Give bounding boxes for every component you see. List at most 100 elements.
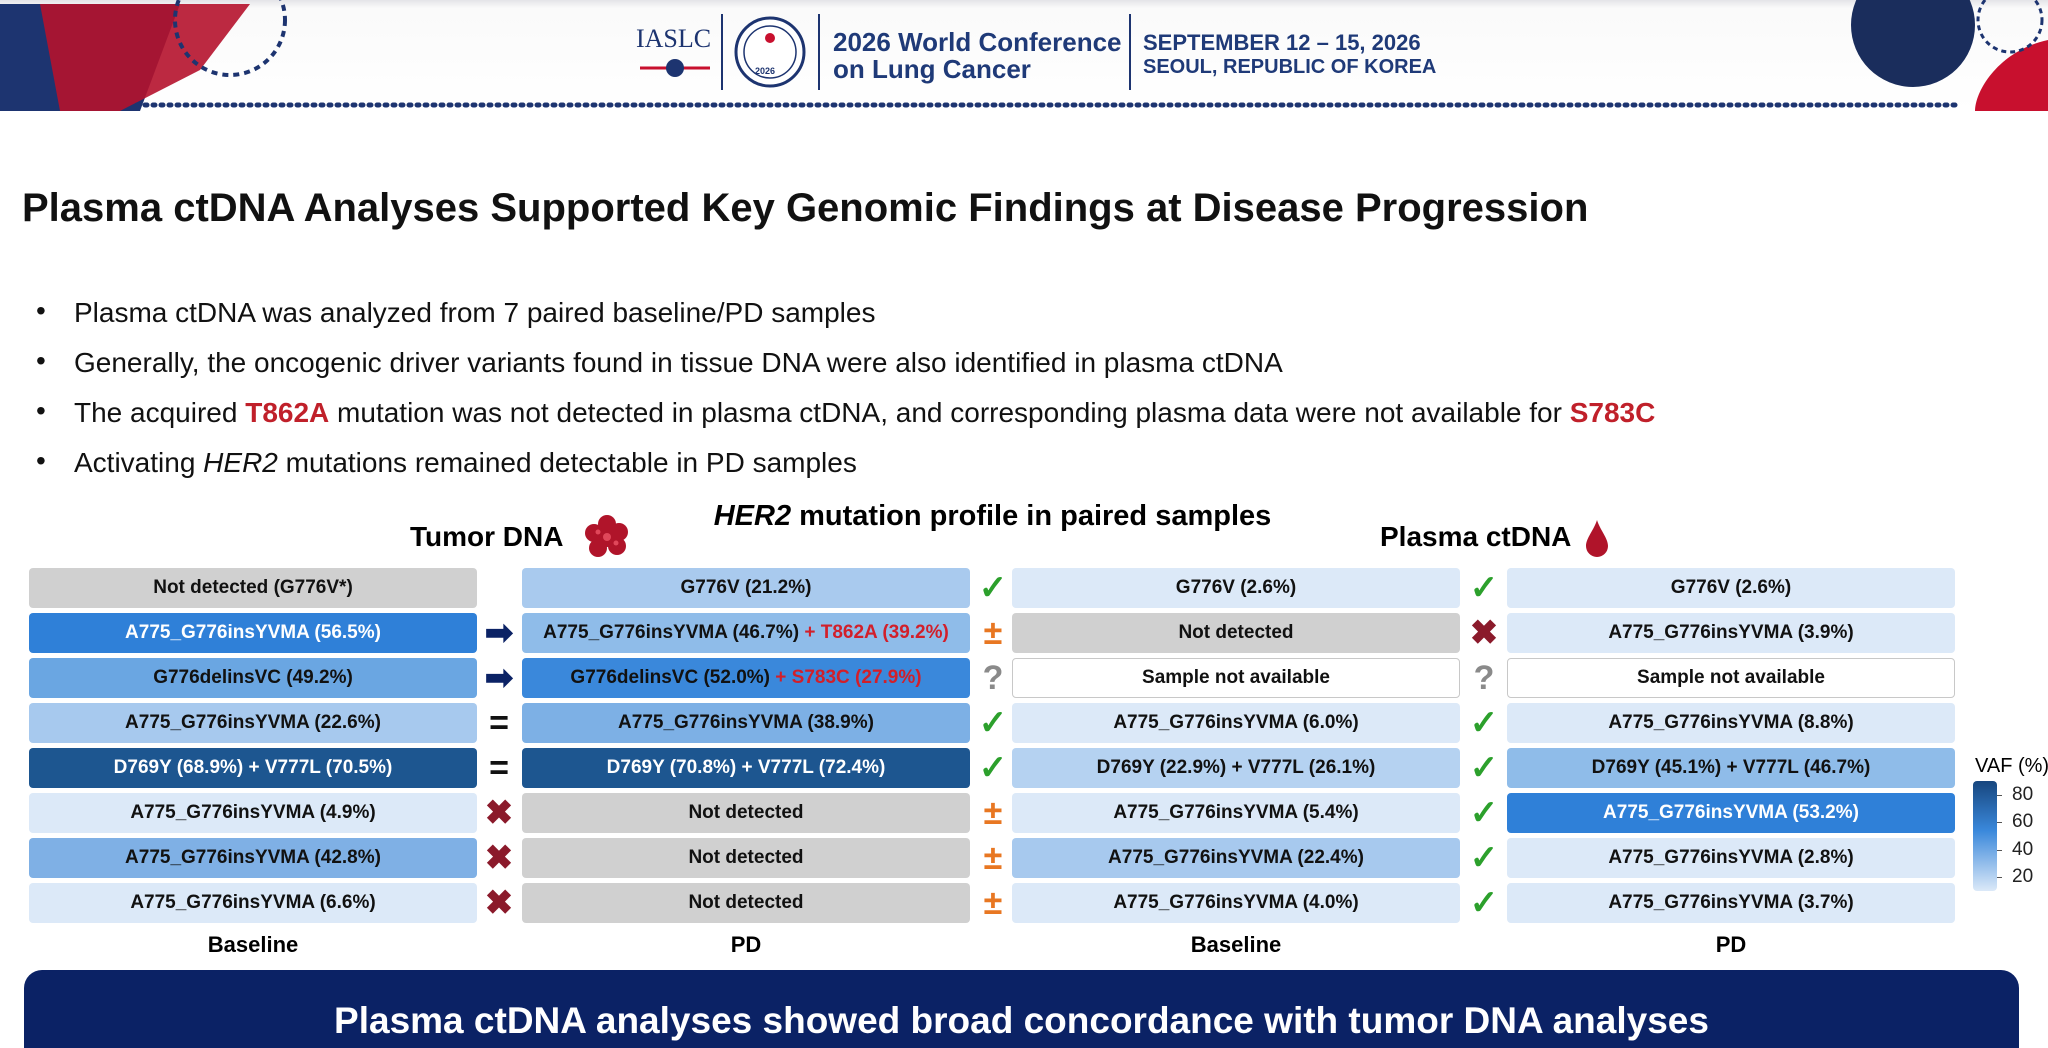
slide-title: Plasma ctDNA Analyses Supported Key Geno… bbox=[22, 186, 1589, 230]
concordance-symbol: ✓ bbox=[1469, 569, 1499, 607]
concordance-symbol: = bbox=[489, 748, 509, 787]
cell-text: D769Y (22.9%) + V777L (26.1%) bbox=[1096, 757, 1376, 778]
cell-text: A775_G776insYVMA (22.6%) bbox=[125, 712, 381, 733]
cell-text: G776delinsVC (52.0%) bbox=[570, 667, 771, 688]
table-cell: A775_G776insYVMA (46.7%) + T862A (39.2%) bbox=[522, 613, 970, 653]
table-cell: G776delinsVC (52.0%) + S783C (27.9%) bbox=[522, 658, 970, 698]
cell-text: D769Y (45.1%) + V777L (46.7%) bbox=[1591, 757, 1871, 778]
table-cell: A775_G776insYVMA (6.0%) bbox=[1012, 703, 1460, 743]
bullet-text: Plasma ctDNA was analyzed from 7 paired … bbox=[74, 297, 875, 329]
legend-tick-label: 60 bbox=[2012, 811, 2034, 833]
concordance-symbol: ✓ bbox=[1469, 749, 1499, 787]
text-run: HER2 bbox=[713, 500, 792, 532]
table-cell: D769Y (22.9%) + V777L (26.1%) bbox=[1012, 748, 1460, 788]
legend-tick-label: 80 bbox=[2012, 783, 2034, 805]
concordance-symbol: ± bbox=[983, 613, 1003, 652]
text-run: Activating bbox=[74, 447, 204, 478]
text-run: The acquired bbox=[74, 397, 246, 428]
cell-text: A775_G776insYVMA (38.9%) bbox=[618, 712, 874, 733]
column-label: Baseline bbox=[207, 932, 299, 957]
plasma-label: Plasma ctDNA bbox=[1380, 521, 1572, 552]
legend-tick bbox=[1997, 849, 2002, 851]
cell-text: A775_G776insYVMA (6.6%) bbox=[130, 892, 376, 913]
cell-text: G776delinsVC (49.2%) bbox=[153, 667, 353, 688]
table-cell: A775_G776insYVMA (2.8%) bbox=[1507, 838, 1955, 878]
concordance-symbol: ? bbox=[982, 658, 1004, 697]
conclusion-banner bbox=[24, 970, 2019, 1048]
column-label: Baseline bbox=[1190, 932, 1282, 957]
concordance-symbol: ± bbox=[983, 838, 1003, 877]
concordance-symbol: ✓ bbox=[978, 569, 1008, 607]
table-cell: A775_G776insYVMA (53.2%) bbox=[1507, 793, 1955, 833]
text-run: S783C bbox=[1569, 397, 1656, 428]
bullet-dot: • bbox=[36, 345, 46, 376]
legend-tick bbox=[1997, 877, 2002, 879]
table-cell: Not detected bbox=[522, 883, 970, 923]
cell-text: D769Y (68.9%) + V777L (70.5%) bbox=[113, 757, 393, 778]
table-cell: A775_G776insYVMA (8.8%) bbox=[1507, 703, 1955, 743]
tumor-label: Tumor DNA bbox=[410, 521, 564, 552]
text-run: mutation was not detected in plasma ctDN… bbox=[329, 397, 1570, 428]
bullet-text: The acquired T862A mutation was not dete… bbox=[74, 397, 1655, 429]
table-cell: A775_G776insYVMA (38.9%) bbox=[522, 703, 970, 743]
cell-added-mutation: + T862A (39.2%) bbox=[804, 622, 949, 643]
table-cell: Sample not available bbox=[1507, 658, 1955, 698]
cell-text: A775_G776insYVMA (42.8%) bbox=[125, 847, 381, 868]
concordance-symbol: ✖ bbox=[1469, 614, 1499, 652]
concordance-symbol: ✓ bbox=[1469, 794, 1499, 832]
table-cell: A775_G776insYVMA (6.6%) bbox=[29, 883, 477, 923]
cell-text: A775_G776insYVMA (46.7%) bbox=[543, 622, 800, 643]
conference-name: 2026 World Conference bbox=[833, 27, 1122, 57]
table-cell: G776delinsVC (49.2%) bbox=[29, 658, 477, 698]
table-cell: A775_G776insYVMA (42.8%) bbox=[29, 838, 477, 878]
concordance-symbol: ± bbox=[983, 793, 1003, 832]
legend-tick-label: 20 bbox=[2012, 866, 2034, 888]
table-cell: G776V (2.6%) bbox=[1507, 568, 1955, 608]
column-label: PD bbox=[1715, 932, 1747, 957]
cell-text: G776V (2.6%) bbox=[1670, 577, 1792, 598]
table-cell: A775_G776insYVMA (56.5%) bbox=[29, 613, 477, 653]
conclusion-text: Plasma ctDNA analyses showed broad conco… bbox=[334, 1000, 1709, 1041]
concordance-symbol: ✓ bbox=[1469, 839, 1499, 877]
column-label: PD bbox=[730, 932, 762, 957]
cell-text: Sample not available bbox=[1142, 667, 1330, 688]
concordance-symbol: = bbox=[489, 703, 509, 742]
cell-text: A775_G776insYVMA (6.0%) bbox=[1113, 712, 1359, 733]
cell-text: A775_G776insYVMA (53.2%) bbox=[1603, 802, 1859, 823]
legend-title: VAF (%) bbox=[1975, 755, 2048, 777]
text-run: HER2 bbox=[203, 447, 278, 478]
table-cell: A775_G776insYVMA (3.7%) bbox=[1507, 883, 1955, 923]
header: IASLC 2026 2026 World Conference on Lung… bbox=[0, 0, 2048, 111]
blood-drop-icon bbox=[1586, 520, 1608, 557]
table-cell: Not detected (G776V*) bbox=[29, 568, 477, 608]
concordance-symbol: ✖ bbox=[484, 794, 514, 832]
table-cell: A775_G776insYVMA (4.9%) bbox=[29, 793, 477, 833]
concordance-symbol: ✓ bbox=[1469, 704, 1499, 742]
text-run: mutations remained detectable in PD samp… bbox=[277, 447, 857, 478]
legend-tick-label: 40 bbox=[2012, 838, 2034, 860]
bullet-text: Generally, the oncogenic driver variants… bbox=[74, 347, 1283, 379]
bullet-dot: • bbox=[36, 445, 46, 476]
bullet-dot: • bbox=[36, 395, 46, 426]
cell-added-mutation: + S783C (27.9%) bbox=[775, 667, 922, 688]
concordance-symbol: ✓ bbox=[978, 749, 1008, 787]
legend-tick bbox=[1997, 822, 2002, 824]
concordance-symbol: ✖ bbox=[484, 884, 514, 922]
table-cell: A775_G776insYVMA (4.0%) bbox=[1012, 883, 1460, 923]
concordance-symbol: ➡ bbox=[484, 614, 514, 652]
cell-text: G776V (2.6%) bbox=[1175, 577, 1297, 598]
conference-location: SEOUL, REPUBLIC OF KOREA bbox=[1143, 56, 1437, 78]
text-run: Generally, the oncogenic driver variants… bbox=[74, 347, 1283, 378]
cell-text: Not detected bbox=[688, 802, 804, 823]
table-cell: G776V (2.6%) bbox=[1012, 568, 1460, 608]
org-name: IASLC bbox=[636, 24, 712, 53]
cell-text: Not detected bbox=[688, 892, 804, 913]
header-graphics bbox=[0, 0, 2048, 111]
cell-text: Not detected bbox=[1178, 622, 1294, 643]
text-run: Plasma ctDNA was analyzed from 7 paired … bbox=[74, 297, 876, 328]
cell-text: G776V (21.2%) bbox=[680, 577, 812, 598]
concordance-symbol: ➡ bbox=[484, 659, 514, 697]
cell-text: D769Y (70.8%) + V777L (72.4%) bbox=[606, 757, 886, 778]
cell-text: A775_G776insYVMA (4.0%) bbox=[1113, 892, 1359, 913]
